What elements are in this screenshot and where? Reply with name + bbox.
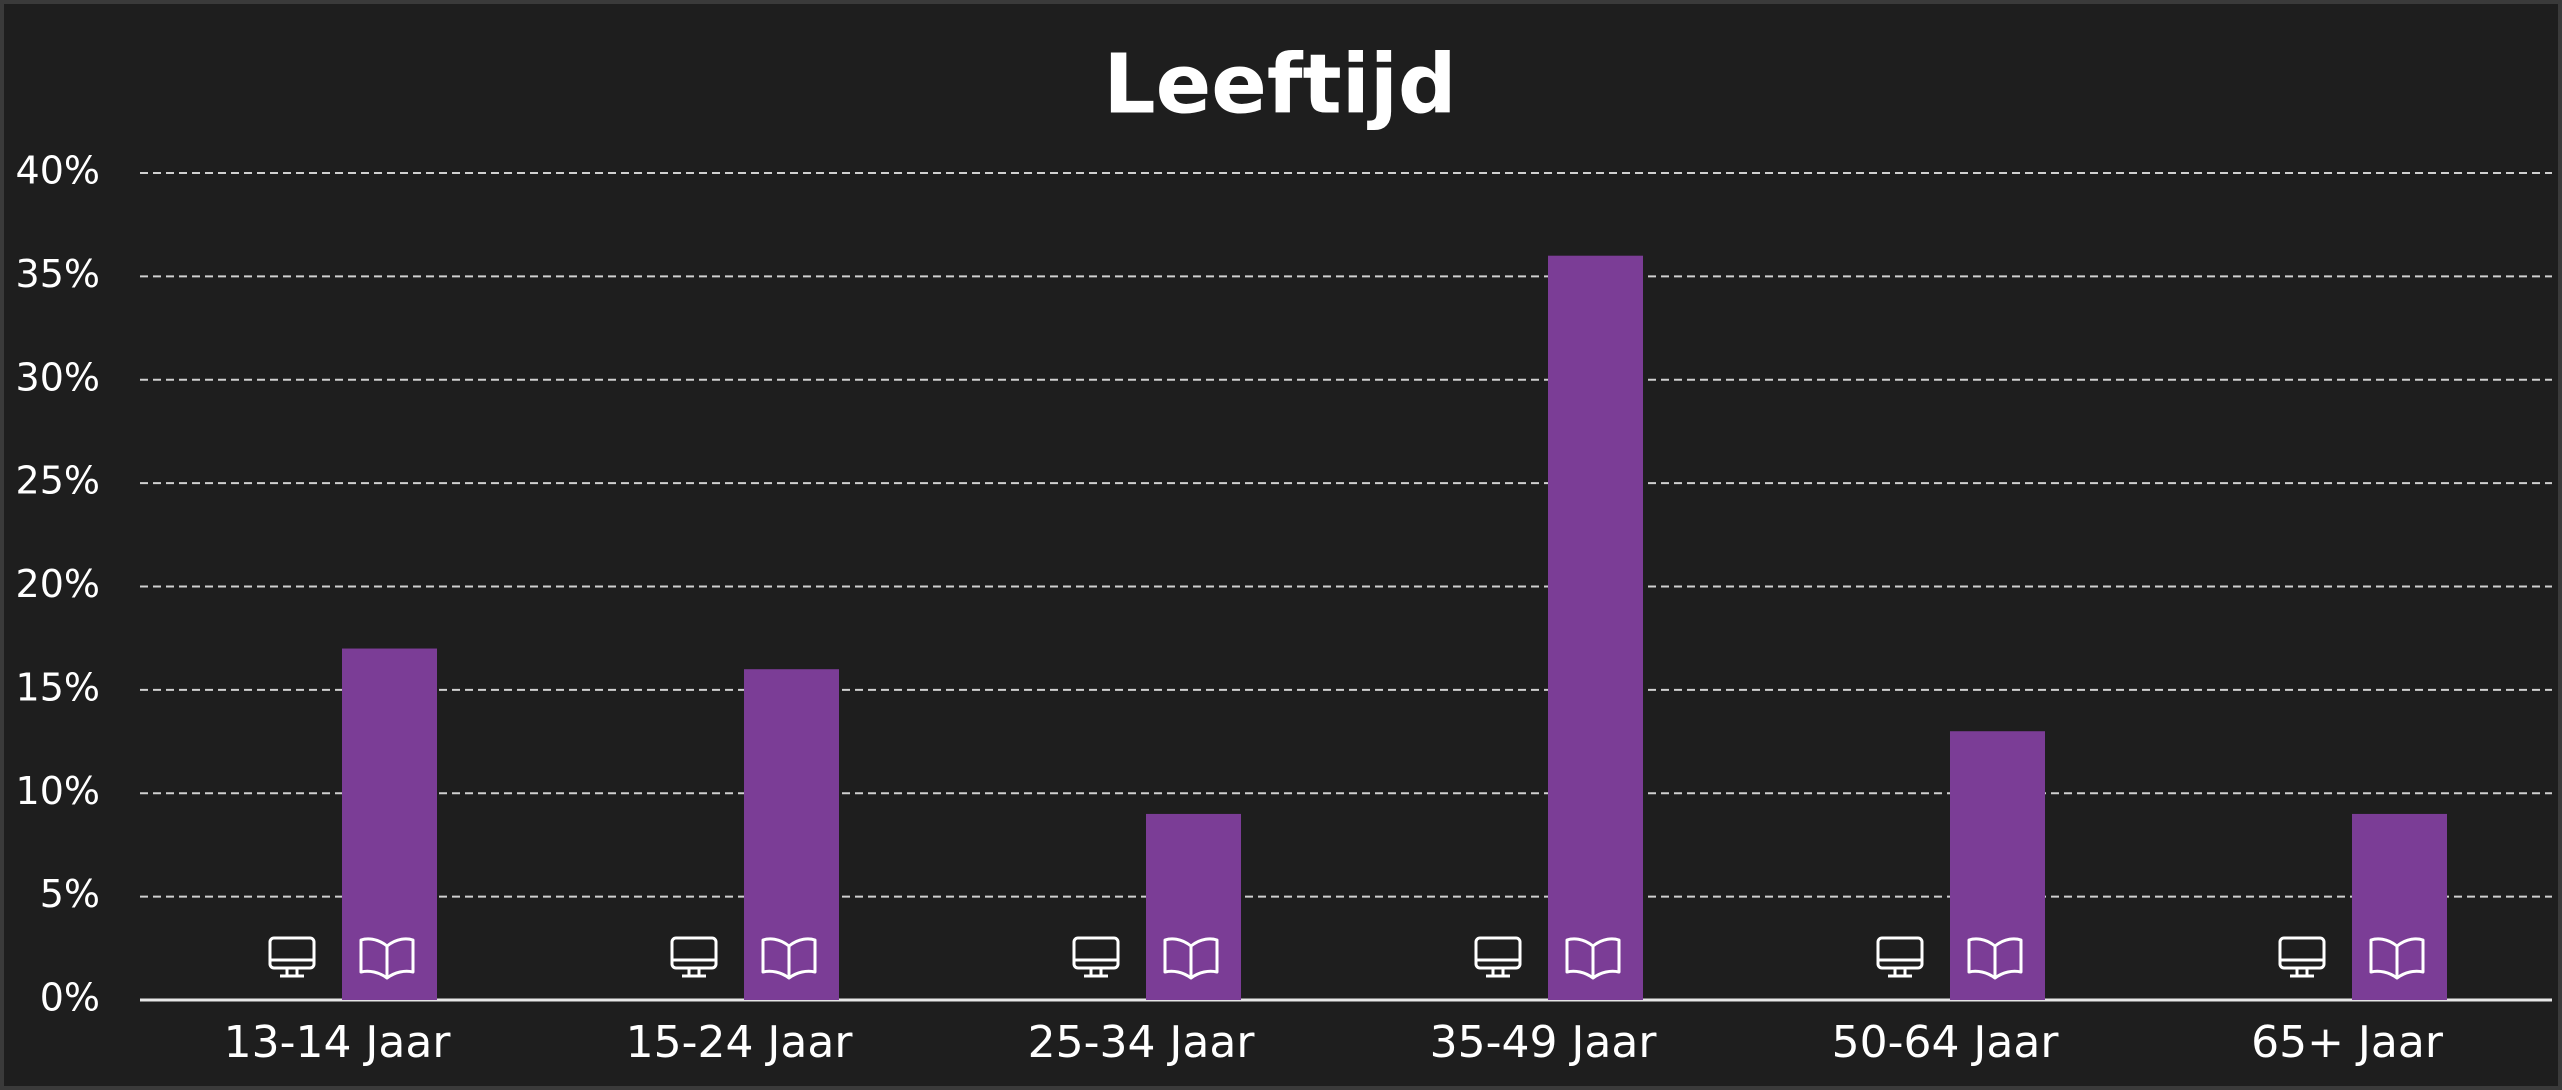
bar: [1950, 731, 2045, 1000]
monitor-screen: [268, 936, 316, 970]
monitor-screen: [1876, 936, 1924, 970]
x-tick-label: 25-34 Jaar: [1028, 1017, 1256, 1068]
monitor-icon: [268, 936, 316, 978]
y-tick-label: 25%: [16, 459, 100, 503]
bar: [744, 669, 839, 1000]
x-tick-label: 13-14 Jaar: [224, 1017, 452, 1068]
chart-title: Leeftijd: [1103, 37, 1456, 132]
book-shape: [1967, 937, 2023, 980]
bar: [342, 648, 437, 1000]
y-tick-label: 5%: [40, 872, 100, 916]
monitor-icon: [2278, 936, 2326, 978]
y-tick-label: 40%: [16, 149, 100, 193]
book-icon: [1163, 937, 1219, 980]
monitor-icon: [1474, 936, 1522, 978]
monitor-icon: [670, 936, 718, 978]
book-icon: [1967, 937, 2023, 980]
y-tick-label: 30%: [16, 355, 100, 399]
bar: [1548, 255, 1643, 1000]
y-tick-label: 35%: [16, 252, 100, 296]
book-shape: [2369, 937, 2425, 980]
monitor-icon: [1876, 936, 1924, 978]
book-icon: [2369, 937, 2425, 980]
x-tick-label: 65+ Jaar: [2251, 1017, 2444, 1068]
y-tick-label: 15%: [16, 665, 100, 709]
x-tick-label: 15-24 Jaar: [626, 1017, 854, 1068]
monitor-screen: [1474, 936, 1522, 970]
monitor-screen: [1072, 936, 1120, 970]
monitor-icon: [1072, 936, 1120, 978]
monitor-screen: [670, 936, 718, 970]
book-shape: [761, 937, 817, 980]
book-icon: [761, 937, 817, 980]
book-icon: [359, 937, 415, 980]
book-shape: [359, 937, 415, 980]
book-shape: [1565, 937, 1621, 980]
y-tick-label: 0%: [40, 976, 100, 1020]
bar: [1146, 813, 1241, 1000]
y-tick-label: 20%: [16, 562, 100, 606]
x-tick-label: 50-64 Jaar: [1832, 1017, 2060, 1068]
bar: [2352, 813, 2447, 1000]
book-shape: [1163, 937, 1219, 980]
y-tick-label: 10%: [16, 769, 100, 813]
x-tick-label: 35-49 Jaar: [1430, 1017, 1658, 1068]
monitor-screen: [2278, 936, 2326, 970]
book-icon: [1565, 937, 1621, 980]
